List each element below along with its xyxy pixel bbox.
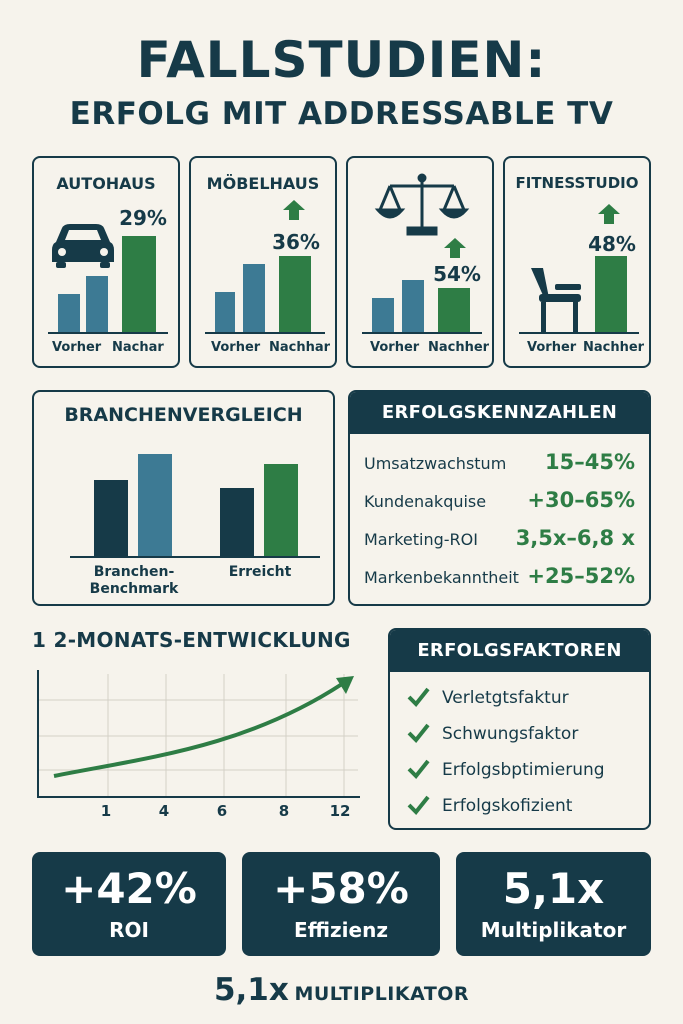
stat-value: 5,1x [502,864,605,913]
development-title: 1 2-MONATS-ENTWICKLUNG [32,628,351,652]
bar-before-1 [215,292,235,332]
benchmark-bar-navy [94,480,128,556]
factor-label: Erfolgsbptimierung [442,760,605,780]
footer: 5,1x MULTIPLIKATOR [0,972,683,1008]
stat-value: +58% [273,864,409,913]
check-icon [407,723,430,743]
case-study-title: AUTOHAUS [56,174,156,193]
bar-before-1 [58,294,80,332]
footer-label: MULTIPLIKATOR [294,983,470,1005]
kpi-label: Marketing-ROI [364,530,478,549]
factor-label: Erfolgskofizient [442,796,573,816]
comparison-chart [70,454,320,558]
factor-label: Verletgtsfaktur [442,688,569,708]
comparison-card: BRANCHENVERGLEICH Branchen- Benchmark Er… [32,390,335,606]
check-icon [407,759,430,779]
x-tick: 6 [216,802,228,820]
kpi-value: +25–52% [527,564,635,588]
before-label: Vorher [52,340,102,355]
kpi-label: Umsatzwachstum [364,454,507,473]
growth-arrow-head [336,676,354,694]
x-tick: 8 [278,802,290,820]
case-study-chart [48,224,168,334]
case-study-value: 48% [588,232,636,256]
kpi-value: 15–45% [545,450,635,474]
case-study-card-kanzlei: 54% Vorher Nachher [346,156,494,368]
car-icon [52,224,114,268]
case-study-value: 54% [433,262,481,286]
factor-label: Schwungsfaktor [442,724,579,744]
before-label: Vorher [370,340,420,355]
group-label-achieved: Erreicht [228,564,292,580]
check-icon [407,687,430,707]
bar-after [279,256,311,332]
stat-label: Multiplikator [480,918,627,942]
up-arrow-icon [444,238,466,258]
kpi-label: Kundenakquise [364,492,487,511]
kpi-row: Umsatzwachstum 15–45% [364,444,635,482]
bar-after [438,288,470,332]
bar-before-1 [372,298,394,332]
stat-tile-roi: +42% ROI [32,852,226,956]
kpi-row: Kundenakquise +30–65% [364,482,635,520]
page-subtitle: ERFOLG MIT ADDRESSABLE TV [69,96,614,132]
stat-tile-multiplikator: 5,1x Multiplikator [456,852,651,956]
kpi-row: Markenbekanntheit +25–52% [364,558,635,596]
bar-after [595,256,627,332]
kpi-card: ERFOLGSKENNZAHLEN Umsatzwachstum 15–45% … [348,390,651,606]
kpi-value: 3,5x–6,8 x [515,526,635,550]
before-label: Vorher [211,340,261,355]
up-arrow-icon [283,200,305,220]
footer-value: 5,1x [213,972,289,1008]
case-study-value: 29% [119,206,167,230]
case-study-card-moebelhaus: MÖBELHAUS 36% Vorher Nachhar [189,156,337,368]
achieved-bar-navy [220,488,254,556]
kpi-label: Markenbekanntheit [364,568,519,587]
case-study-chart [362,173,482,334]
page-title: FALLSTUDIEN: [136,31,547,89]
x-tick: 12 [329,802,351,820]
chair-icon [531,268,581,334]
kpi-value: +30–65% [527,488,635,512]
case-study-title: MÖBELHAUS [206,174,320,193]
x-tick: 4 [158,802,170,820]
before-label: Vorher [527,340,577,355]
kpi-row: Marketing-ROI 3,5x–6,8 x [364,520,635,558]
stat-value: +42% [61,864,197,913]
check-icon [407,795,430,815]
after-label: Nachher [583,340,645,355]
benchmark-bar-steel [138,454,172,556]
scales-icon [374,173,470,236]
case-study-title: FITNESSTUDIO [515,174,639,192]
case-study-chart [205,200,325,334]
achieved-bar-green [264,464,298,556]
bar-before-2 [243,264,265,332]
group-label-benchmark-line2: Benchmark [89,581,179,597]
growth-curve [53,682,344,778]
up-arrow-icon [598,204,620,224]
x-tick: 1 [100,802,112,820]
after-label: Nachar [112,340,164,355]
kpi-title: ERFOLGSKENNZAHLEN [350,392,649,434]
factors-card: ERFOLGSFAKTOREN Verletgtsfaktur Schwungs… [388,628,651,830]
case-study-value: 36% [272,230,320,254]
factors-title: ERFOLGSFAKTOREN [390,630,649,672]
bar-after [122,236,156,332]
comparison-title: BRANCHENVERGLEICH [64,404,303,426]
after-label: Nachher [428,340,490,355]
case-study-card-autohaus: AUTOHAUS 29% Vorher Nachar [32,156,180,368]
group-label-benchmark-line1: Branchen- [93,564,175,580]
case-study-card-fitnessstudio: FITNESSTUDIO 48% Vorher Nachher [503,156,651,368]
bar-before-2 [402,280,424,332]
stat-label: Effizienz [294,918,388,942]
development-chart [37,670,360,798]
bar-before-2 [86,276,108,332]
stat-tile-effizienz: +58% Effizienz [242,852,440,956]
case-study-chart [519,204,639,334]
stat-label: ROI [109,918,149,942]
after-label: Nachhar [269,340,331,355]
